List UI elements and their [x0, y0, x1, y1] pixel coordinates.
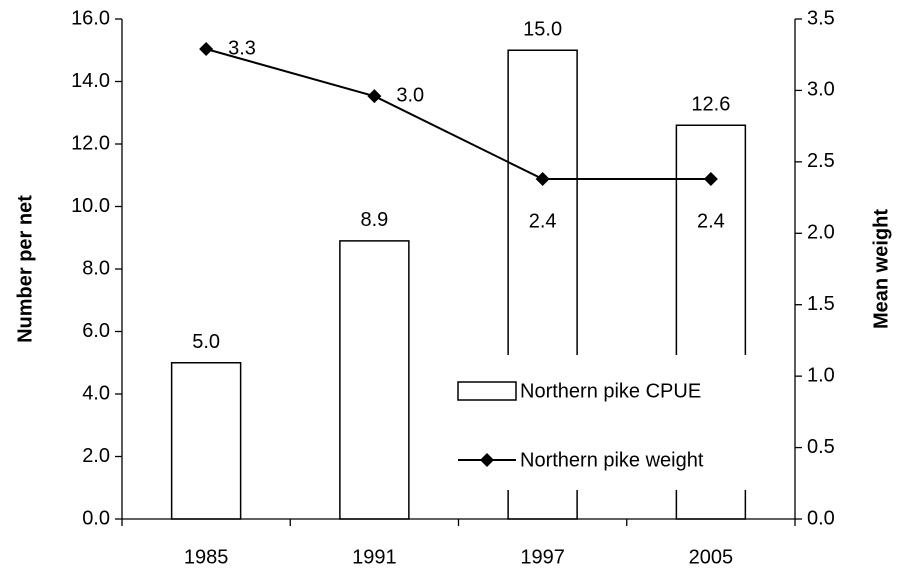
line-marker	[367, 89, 382, 104]
x-tick-label: 2005	[689, 546, 734, 568]
y2-tick-label: 3.0	[807, 79, 835, 101]
y2-tick-label: 1.5	[807, 293, 835, 315]
y-tick-label: 8.0	[82, 257, 110, 279]
y-tick-label: 16.0	[71, 7, 110, 29]
y2-tick-label: 2.0	[807, 222, 835, 244]
y2-tick-label: 0.5	[807, 436, 835, 458]
bar	[339, 240, 410, 520]
line-value-label: 3.3	[228, 37, 256, 59]
y-tick-label: 6.0	[82, 320, 110, 342]
x-tick-label: 1985	[184, 546, 229, 568]
y-tick-label: 4.0	[82, 382, 110, 404]
bar-value-label: 5.0	[192, 331, 220, 353]
line-value-label: 2.4	[529, 210, 557, 232]
legend-label: Northern pike weight	[520, 449, 704, 471]
y-tick-label: 14.0	[71, 70, 110, 92]
y-tick-label: 2.0	[82, 445, 110, 467]
bar-value-label: 12.6	[691, 94, 730, 116]
bar	[170, 362, 242, 520]
legend: Northern pike CPUE Northern pike weight	[447, 355, 780, 490]
y2-tick-label: 3.5	[807, 7, 835, 29]
line	[205, 48, 711, 180]
y2-axis-title: Mean weight	[870, 209, 892, 329]
y-axis-title: Number per net	[14, 195, 36, 343]
y2-tick-label: 1.0	[807, 364, 835, 386]
legend-swatch	[480, 453, 494, 467]
y2-tick-label: 0.0	[807, 507, 835, 529]
bar-value-label: 8.9	[360, 209, 388, 231]
bar-value-label: 15.0	[523, 19, 562, 41]
legend-background	[447, 355, 780, 490]
x-tick-label: 1997	[520, 546, 565, 568]
y2-tick-label: 2.5	[807, 150, 835, 172]
line-value-label: 3.0	[396, 84, 424, 106]
legend-label: Northern pike CPUE	[520, 380, 701, 402]
line-value-label: 2.4	[697, 210, 725, 232]
line-marker	[199, 42, 214, 56]
y-tick-label: 10.0	[71, 195, 110, 217]
x-tick-label: 1991	[352, 546, 397, 568]
line-marker	[703, 172, 718, 186]
y-tick-label: 12.0	[71, 132, 110, 154]
y-tick-label: 0.0	[82, 507, 110, 529]
legend-swatch	[457, 381, 517, 401]
line-marker	[535, 172, 550, 186]
